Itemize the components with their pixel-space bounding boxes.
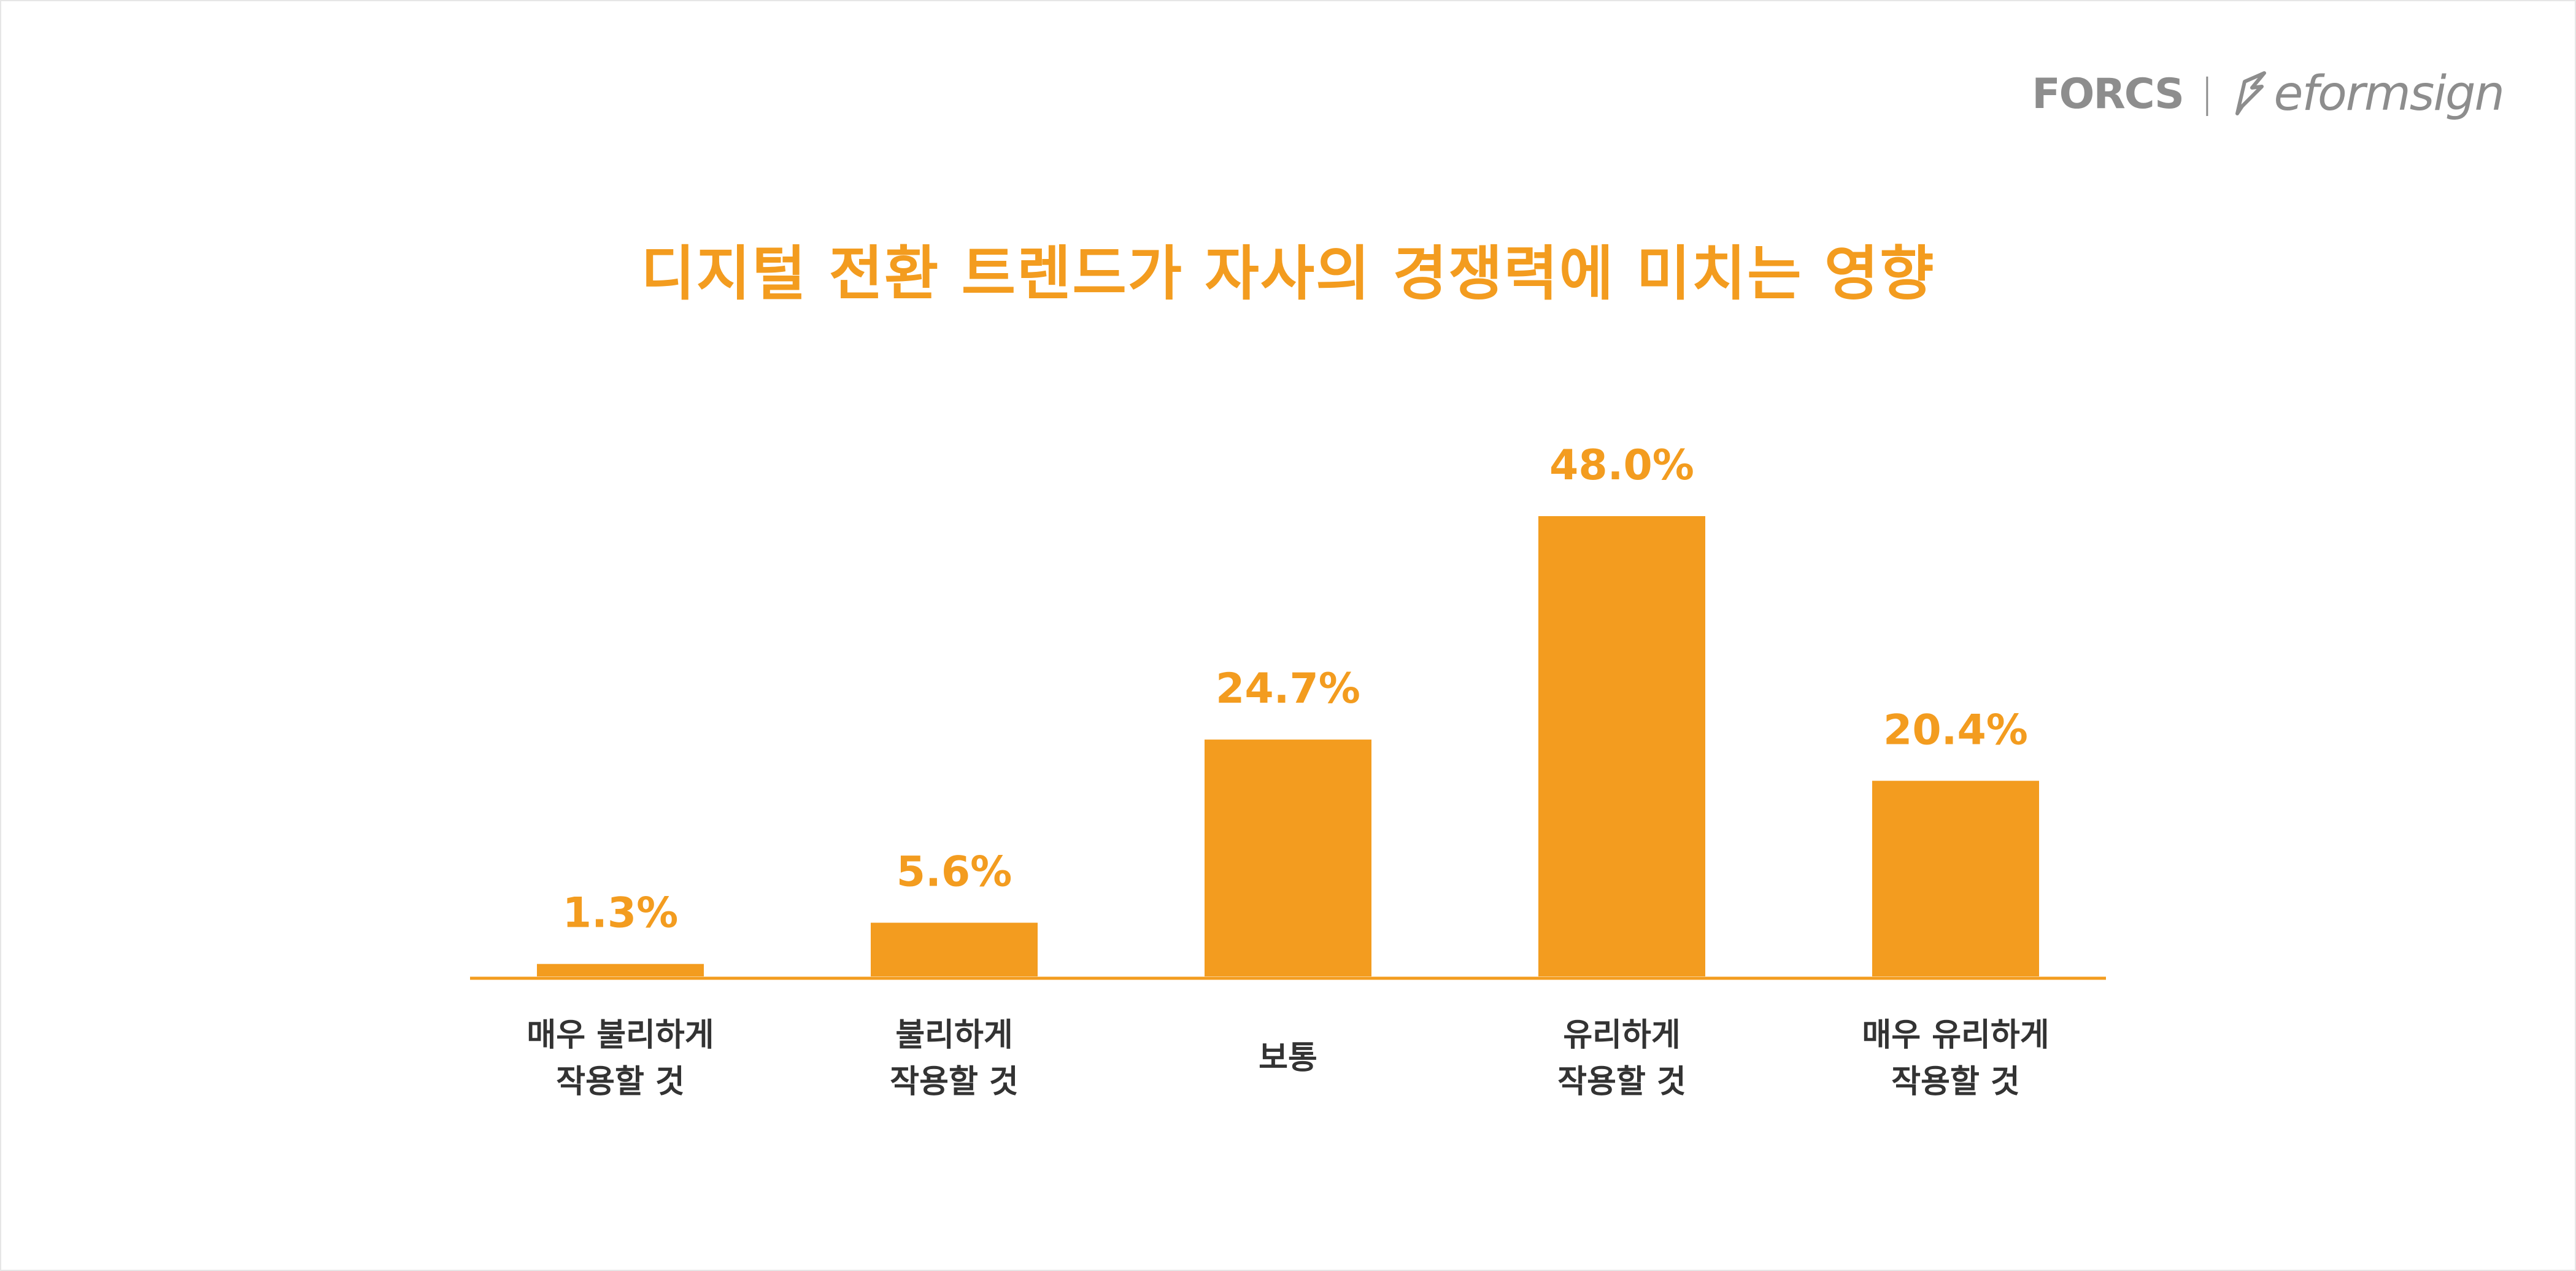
category-label-5-line-1: 매우 유리하게 bbox=[1862, 1017, 2049, 1054]
category-label-1-line-1: 매우 불리하게 bbox=[526, 1017, 714, 1054]
eformsign-logo-text: eformsign bbox=[2273, 66, 2505, 122]
bar-1 bbox=[537, 964, 704, 976]
category-label-2-line-1: 불리하게 bbox=[895, 1017, 1012, 1054]
bar-5 bbox=[1872, 781, 2039, 976]
value-label-5: 20.4% bbox=[1883, 706, 2028, 754]
category-label-4-line-1: 유리하게 bbox=[1563, 1017, 1680, 1054]
bar-4 bbox=[1538, 516, 1705, 976]
value-label-3: 24.7% bbox=[1216, 665, 1360, 713]
forcs-logo-text: FORCS bbox=[2032, 69, 2185, 118]
category-label-2-line-2: 작용할 것 bbox=[890, 1064, 1018, 1100]
bars-group bbox=[537, 516, 2039, 976]
eformsign-feather-icon bbox=[2235, 71, 2266, 115]
value-label-1: 1.3% bbox=[563, 889, 679, 938]
value-label-2: 5.6% bbox=[897, 848, 1012, 897]
bar-2 bbox=[871, 922, 1038, 976]
logo-separator: | bbox=[2200, 71, 2214, 117]
value-label-4: 48.0% bbox=[1549, 441, 1694, 490]
brand-logo: FORCS | eformsign bbox=[2032, 66, 2505, 122]
category-label-3-line-1: 보통 bbox=[1259, 1040, 1317, 1076]
bar-3 bbox=[1205, 740, 1371, 976]
category-label-5-line-2: 작용할 것 bbox=[1891, 1064, 2019, 1100]
value-labels-group: 1.3% 5.6% 24.7% 48.0% 20.4% bbox=[563, 441, 2028, 938]
chart-title: 디지털 전환 트렌드가 자사의 경쟁력에 미치는 영향 bbox=[641, 239, 1935, 308]
category-label-1-line-2: 작용할 것 bbox=[556, 1064, 684, 1100]
category-label-4-line-2: 작용할 것 bbox=[1557, 1064, 1686, 1100]
